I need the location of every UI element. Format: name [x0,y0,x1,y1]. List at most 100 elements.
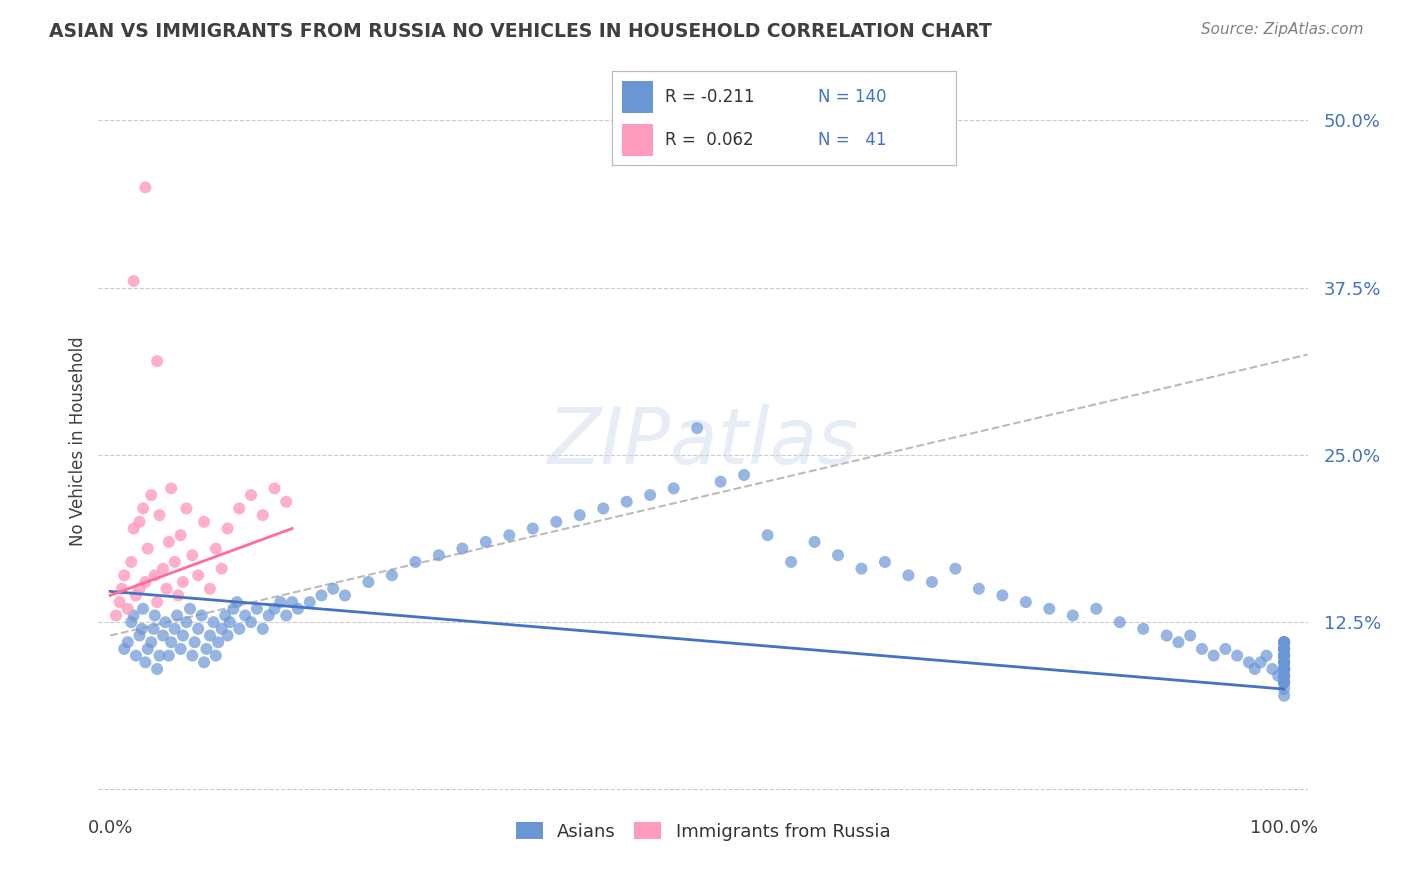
Text: R = -0.211: R = -0.211 [665,87,755,105]
Point [945,562,967,576]
Point [269,595,291,609]
Point [276,494,298,508]
Point [181,548,204,563]
Point [152,562,174,576]
Point [381,568,404,582]
Text: ASIAN VS IMMIGRANTS FROM RUSSIA NO VEHICLES IN HOUSEHOLD CORRELATION CHART: ASIAN VS IMMIGRANTS FROM RUSSIA NO VEHIC… [49,22,993,41]
Point [1272,642,1295,657]
Point [427,548,450,563]
Point [211,562,233,576]
Point [176,615,198,630]
Point [252,508,274,523]
Point [143,608,166,623]
Point [333,589,356,603]
Point [1272,655,1295,669]
Point [120,555,142,569]
Point [1272,635,1295,649]
Point [1272,675,1295,690]
Legend: Asians, Immigrants from Russia: Asians, Immigrants from Russia [509,814,897,848]
Text: R =  0.062: R = 0.062 [665,131,754,149]
Point [131,622,153,636]
Point [710,475,733,489]
Point [1267,669,1289,683]
Point [125,648,148,663]
Point [1272,635,1295,649]
Point [217,628,239,642]
Point [1272,648,1295,663]
Point [112,568,135,582]
Point [1272,642,1295,657]
Point [967,582,990,596]
Bar [621,81,652,112]
Point [475,535,498,549]
Point [187,622,209,636]
Point [160,482,183,496]
Point [1272,662,1295,676]
Point [1272,662,1295,676]
Point [616,494,638,508]
Point [228,501,250,516]
Point [1243,662,1265,676]
Point [498,528,520,542]
Point [1226,648,1249,663]
Text: Source: ZipAtlas.com: Source: ZipAtlas.com [1201,22,1364,37]
Point [240,615,263,630]
Point [222,602,245,616]
Point [108,595,131,609]
Point [1272,675,1295,690]
Point [195,642,218,657]
Y-axis label: No Vehicles in Household: No Vehicles in Household [69,336,87,547]
Point [105,608,128,623]
Point [803,535,825,549]
Point [1261,662,1284,676]
Point [219,615,242,630]
Point [1272,662,1295,676]
Point [1272,669,1295,683]
Point [134,575,156,590]
Point [128,628,150,642]
Point [228,622,250,636]
Point [169,528,191,542]
Point [204,541,226,556]
Point [111,582,134,596]
Point [120,615,142,630]
Point [152,628,174,642]
Point [1062,608,1084,623]
Point [1250,655,1272,669]
Point [183,635,205,649]
Point [122,521,145,535]
Point [522,521,544,535]
Point [128,582,150,596]
Point [143,568,166,582]
Point [112,642,135,657]
Point [281,595,304,609]
Point [1156,628,1178,642]
Point [134,655,156,669]
Point [172,575,194,590]
Point [1272,635,1295,649]
Point [1272,655,1295,669]
Point [827,548,849,563]
Point [1215,642,1237,657]
Point [1272,675,1295,690]
Point [179,602,201,616]
Point [187,568,209,582]
Point [638,488,661,502]
Point [592,501,614,516]
Point [298,595,321,609]
Point [146,595,169,609]
Text: N =   41: N = 41 [818,131,887,149]
Point [157,535,180,549]
Point [287,602,309,616]
Point [1202,648,1225,663]
Point [233,608,256,623]
Point [176,501,198,516]
Point [148,508,170,523]
Point [1038,602,1060,616]
Point [246,602,269,616]
Point [240,488,263,502]
Point [163,622,186,636]
Point [157,648,180,663]
Point [132,501,155,516]
Point [1272,669,1295,683]
